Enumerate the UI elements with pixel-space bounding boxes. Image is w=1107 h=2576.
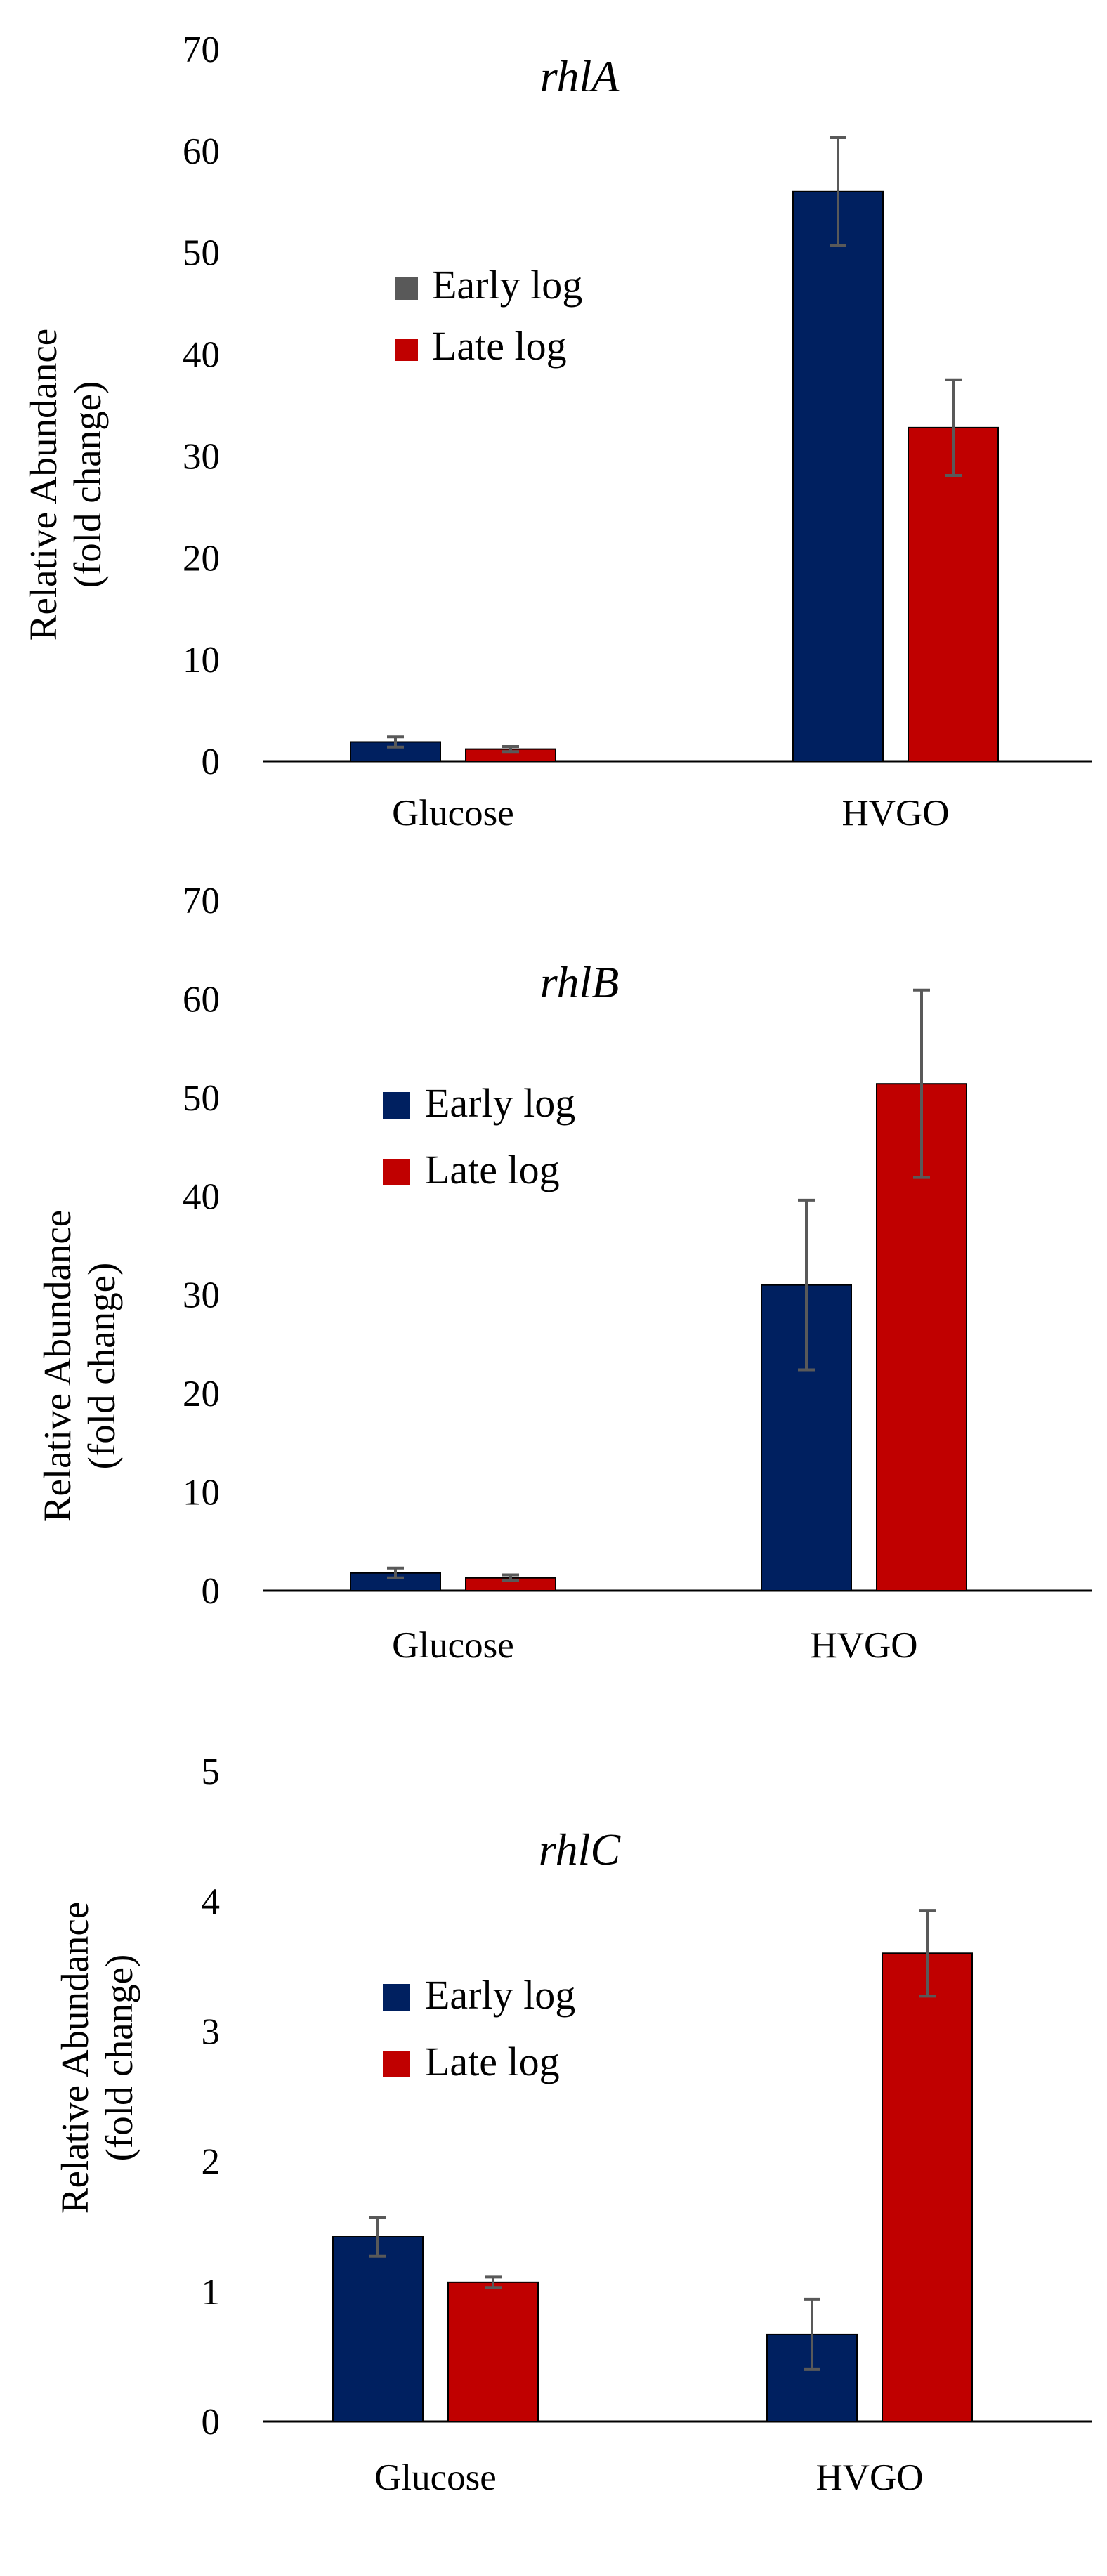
error-bar-early-log-glucose [387,1566,404,1579]
legend-swatch-early-log [383,1092,410,1119]
y-axis-label-line1: Relative Abundance [53,1902,96,2214]
y-tick-label: 40 [183,1176,220,1217]
chart-panel-rhlA: Relative Abundance (fold change) rhlA 0 1… [22,29,1092,834]
legend-label-late-log: Late log [432,323,567,369]
y-tick-label: 40 [183,335,220,376]
bar-late-log-glucose [447,2281,539,2422]
y-tick-label: 0 [202,2402,221,2443]
error-bar-late-log-hvgo [913,988,930,1179]
legend-swatch-early-log [395,277,418,300]
error-bar-early-log-hvgo [804,2297,820,2371]
y-tick-label: 50 [183,1078,220,1119]
bar-group [350,136,999,763]
chart-title: rhlC [539,1825,622,1874]
y-tick-label: 60 [183,131,220,172]
bar-group [350,988,967,1592]
legend: Early log Late log [383,1972,575,2084]
y-tick-label: 0 [202,742,221,782]
y-tick-label: 30 [183,1275,220,1316]
chart-panel-rhlB: Relative Abundance (fold change) rhlB 0 1… [36,881,1092,1666]
y-axis: 0 1 2 3 4 5 [202,1752,221,2443]
legend-label-early-log: Early log [432,262,582,308]
y-axis-label-line2: (fold change) [98,1954,140,2162]
y-axis-label-line1: Relative Abundance [22,329,65,640]
error-bar-late-log-hvgo [945,378,962,477]
error-bar-late-log-glucose [502,744,519,754]
error-bar-early-log-hvgo [798,1198,815,1372]
bar-late-log-hvgo [908,426,999,763]
y-tick-label: 2 [202,2142,221,2183]
bar-late-log-hvgo [882,1952,973,2422]
y-tick-label: 30 [183,436,220,477]
y-axis: 0 10 20 30 40 50 60 70 [183,29,220,782]
y-axis: 0 10 20 30 40 50 60 70 [183,881,220,1612]
legend-swatch-late-log [395,339,418,361]
x-tick-label-glucose: Glucose [392,1625,514,1666]
legend-label-late-log: Late log [425,2039,560,2084]
error-bar-early-log-hvgo [830,136,846,247]
legend: Early log Late log [383,1080,575,1192]
error-bar-late-log-glucose [485,2275,502,2289]
x-tick-label-hvgo: HVGO [810,1625,917,1666]
legend-swatch-early-log [383,1984,410,2011]
chart-title: rhlB [540,957,620,1007]
legend-swatch-late-log [383,2051,410,2077]
error-bar-early-log-glucose [387,735,404,749]
x-axis: Glucose HVGO [392,1625,917,1666]
y-tick-label: 60 [183,979,220,1020]
y-tick-label: 1 [202,2272,221,2313]
y-tick-label: 20 [183,538,220,579]
legend-label-early-log: Early log [425,1972,575,2018]
x-tick-label-hvgo: HVGO [841,793,949,834]
bar-early-log-glucose [332,2236,424,2423]
legend-swatch-late-log [383,1159,410,1185]
bar-early-log-hvgo [792,190,884,762]
legend-label-early-log: Early log [425,1080,575,1126]
legend: Early log Late log [395,262,582,369]
x-axis: Glucose HVGO [392,793,949,834]
chart-title: rhlA [540,51,620,101]
legend-label-late-log: Late log [425,1147,560,1192]
y-tick-label: 3 [202,2011,221,2052]
x-axis: Glucose HVGO [374,2457,923,2498]
x-tick-label-glucose: Glucose [392,793,514,834]
error-bar-early-log-glucose [369,2216,386,2258]
error-bar-late-log-glucose [502,1573,519,1582]
y-tick-label: 20 [183,1374,220,1414]
y-tick-label: 50 [183,233,220,274]
y-tick-label: 70 [183,881,220,921]
y-tick-label: 0 [202,1571,221,1612]
bar-group [332,1909,973,2423]
y-tick-label: 5 [202,1752,221,1792]
chart-panel-rhlC: Relative Abundance (fold change) rhlC 0 1… [53,1752,1092,2498]
y-tick-label: 10 [183,1473,220,1513]
y-tick-label: 4 [202,1881,221,1922]
y-tick-label: 10 [183,640,220,681]
y-axis-label-line2: (fold change) [66,381,109,589]
error-bar-late-log-hvgo [919,1909,936,1998]
x-tick-label-hvgo: HVGO [815,2457,923,2498]
y-tick-label: 70 [183,29,220,70]
x-tick-label-glucose: Glucose [374,2457,497,2498]
y-axis-label-line2: (fold change) [80,1263,123,1470]
y-axis-label-line1: Relative Abundance [36,1210,79,1522]
